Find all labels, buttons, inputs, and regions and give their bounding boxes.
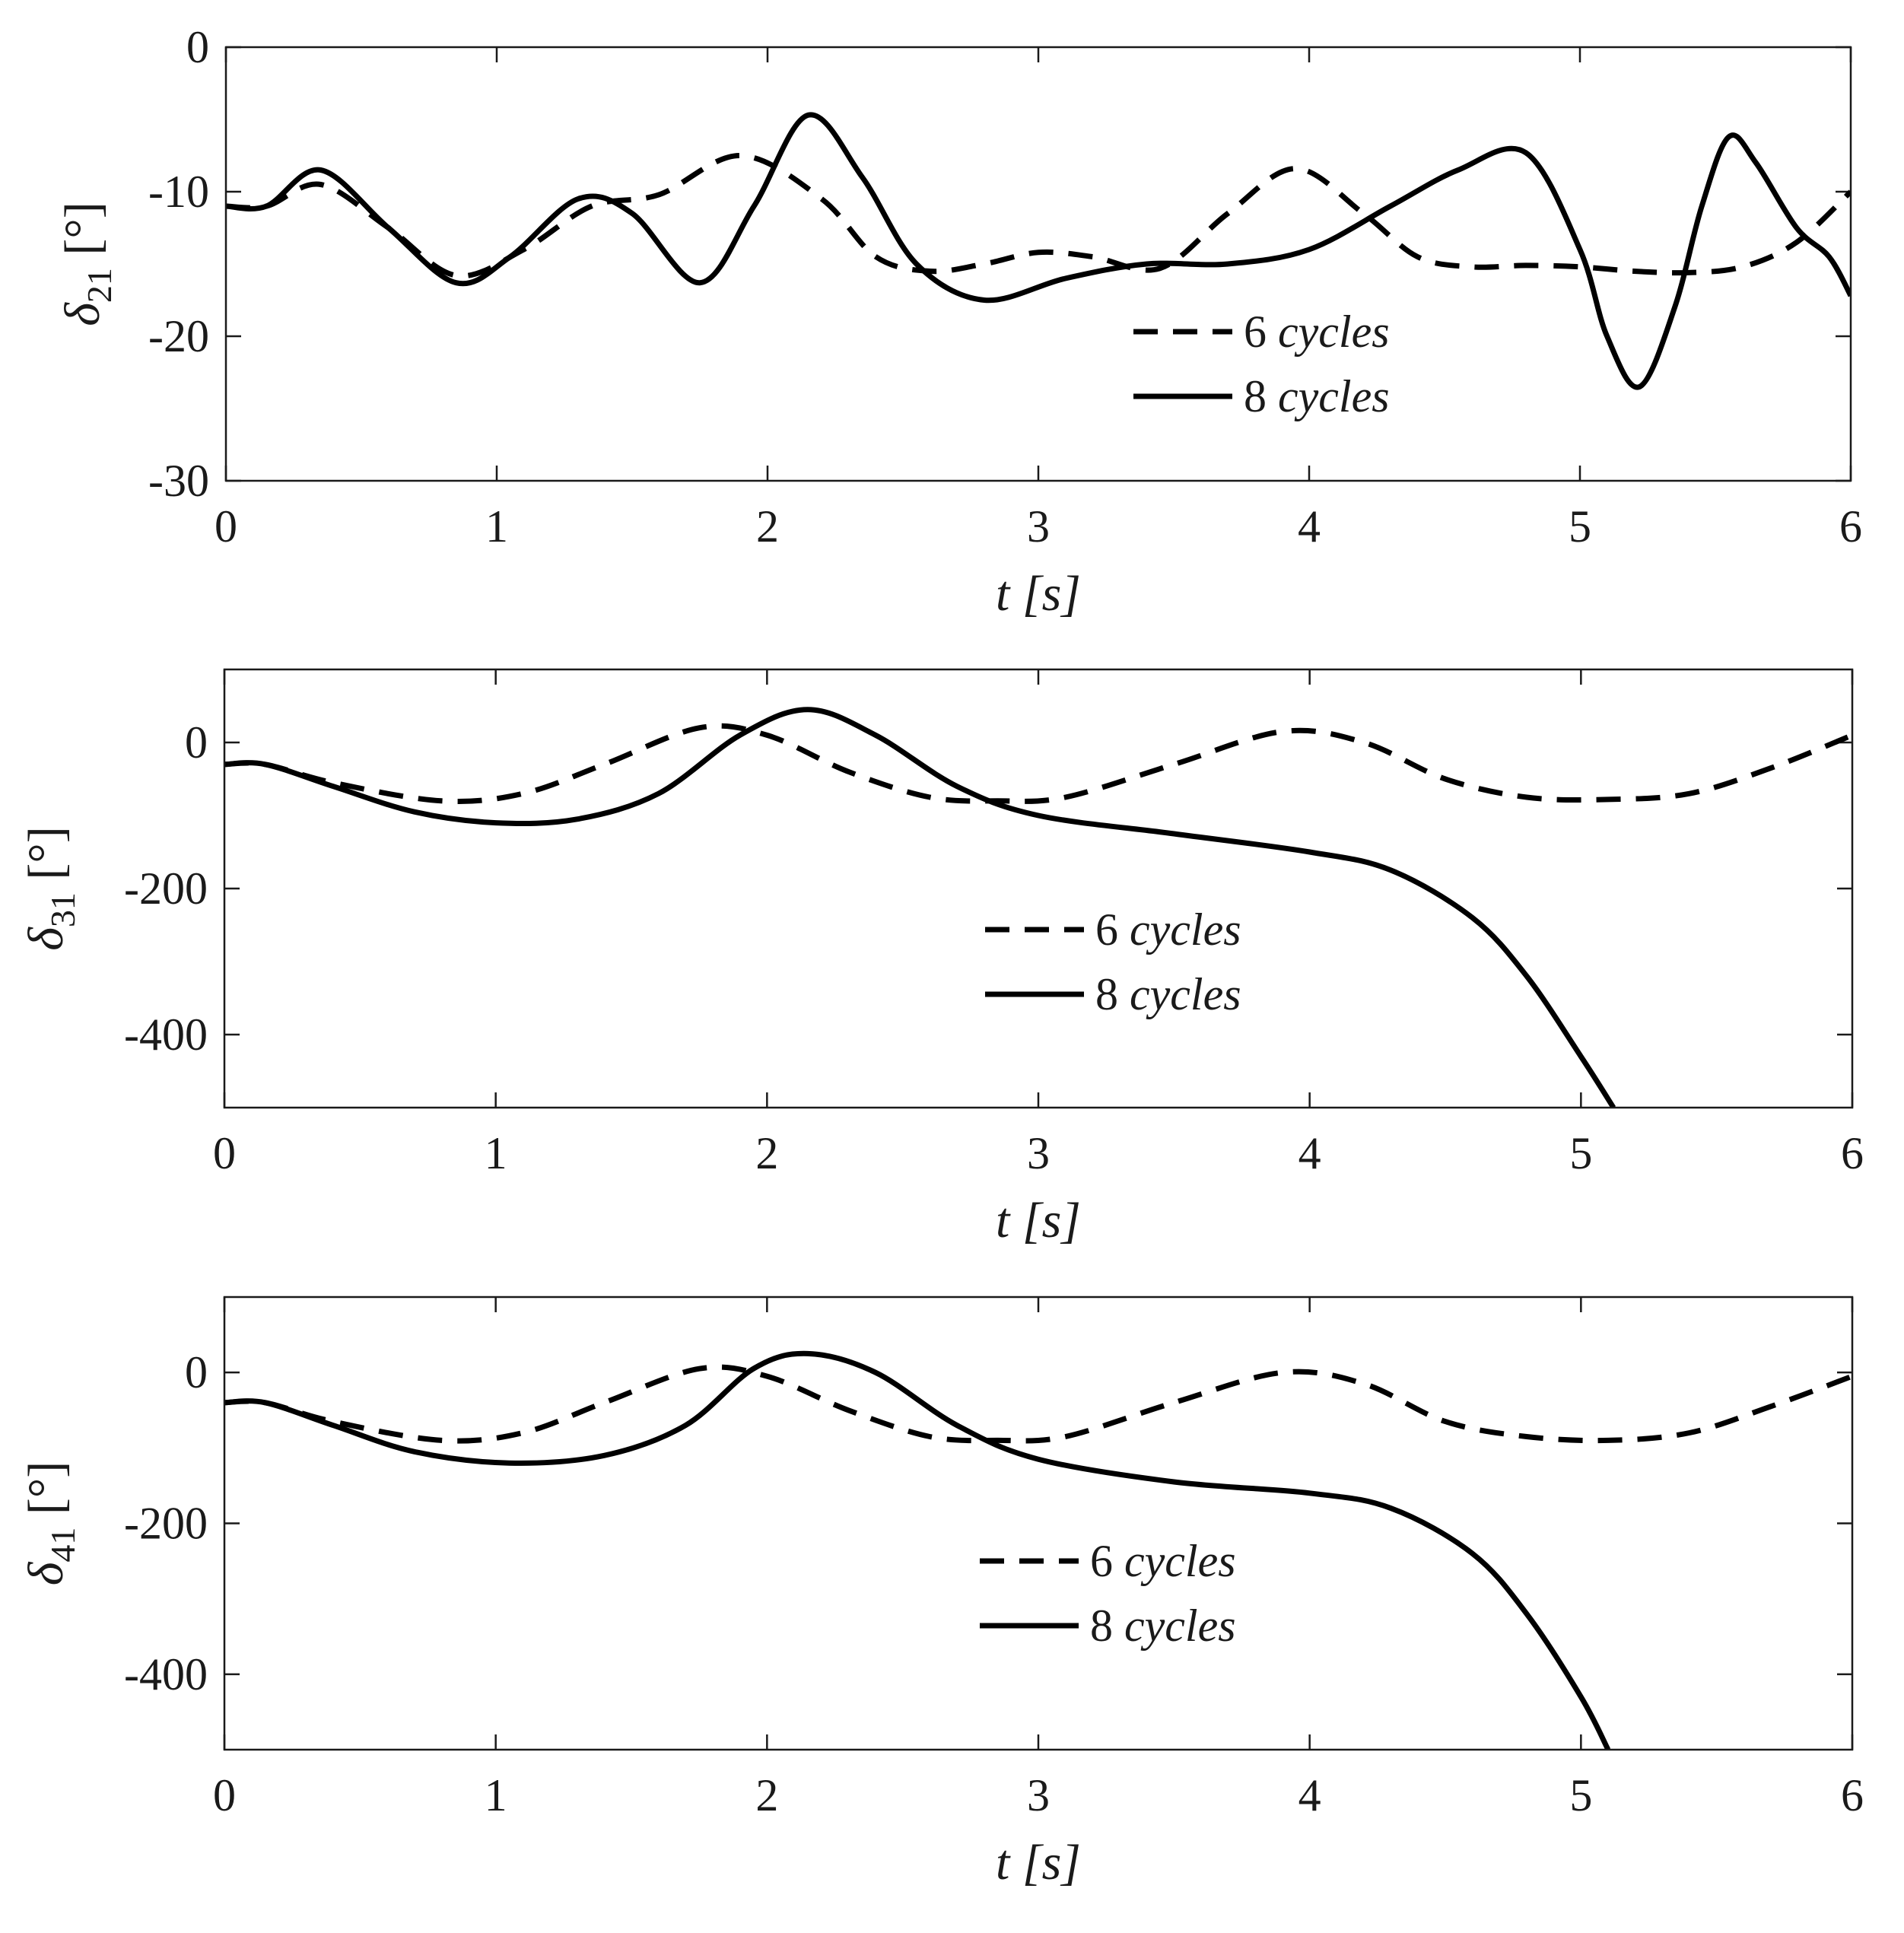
x-axis-label: t [s] <box>996 1193 1081 1248</box>
legend-8-word: cycles <box>1130 969 1241 1019</box>
legend-label-6-cycles: 6 cycles <box>1095 905 1241 955</box>
x-tick-label: 6 <box>1839 501 1862 552</box>
y-tick-label: -10 <box>148 167 209 217</box>
plot-frame <box>223 668 1854 1109</box>
legend-8-space <box>1113 1601 1124 1651</box>
x-axis-label-space <box>1009 1835 1022 1890</box>
x-tick-label: 1 <box>485 1128 507 1178</box>
y-axis-label: δ41 [°] <box>18 1461 82 1586</box>
x-tick-label: 3 <box>1027 501 1050 552</box>
x-axis-label-space <box>1009 1193 1022 1248</box>
legend-6-number: 6 <box>1090 1536 1113 1586</box>
x-tick-label: 2 <box>756 501 779 552</box>
legend-6-number: 6 <box>1244 307 1267 357</box>
y-axis-label-subscript: 41 <box>43 1528 82 1563</box>
y-tick-label: -20 <box>148 311 209 361</box>
x-tick-label: 4 <box>1298 1128 1321 1178</box>
y-axis-label-space <box>18 880 74 893</box>
x-tick-label: 0 <box>213 1770 236 1820</box>
legend-8-space <box>1267 371 1278 421</box>
y-axis-label-symbol: δ <box>18 927 74 951</box>
x-tick-label: 2 <box>755 1770 778 1820</box>
x-axis-label-var: t <box>996 566 1011 622</box>
y-axis-label-symbol: δ <box>18 1561 74 1585</box>
y-axis-label-subscript: 31 <box>43 892 82 927</box>
y-tick-label: -30 <box>148 456 209 506</box>
legend-8-word: cycles <box>1278 371 1390 421</box>
x-axis-label-unit: [s] <box>1022 1835 1081 1890</box>
x-tick-label: 5 <box>1569 1128 1592 1178</box>
plot-frame <box>223 1296 1854 1751</box>
legend-6-word: cycles <box>1130 905 1241 955</box>
legend-6-word: cycles <box>1278 307 1390 357</box>
x-tick-label: 0 <box>213 1128 236 1178</box>
x-tick-label: 5 <box>1569 1770 1592 1820</box>
x-axis-label: t [s] <box>996 566 1081 622</box>
legend-6-space <box>1267 307 1278 357</box>
y-tick-label: 0 <box>185 717 208 768</box>
y-axis-label: δ31 [°] <box>18 826 82 951</box>
series-8-cycles-line <box>224 1350 1611 1750</box>
plot-frame <box>224 46 1852 482</box>
x-axis-label: t [s] <box>996 1835 1081 1890</box>
legend-label-8-cycles: 8 cycles <box>1095 969 1241 1019</box>
legend-label-6-cycles: 6 cycles <box>1244 307 1390 357</box>
x-tick-label: 6 <box>1841 1770 1864 1820</box>
legend-8-number: 8 <box>1090 1601 1113 1651</box>
legend-label-8-cycles: 8 cycles <box>1244 371 1390 421</box>
legend-8-word: cycles <box>1124 1601 1236 1651</box>
y-tick-label: 0 <box>185 1347 208 1397</box>
legend-6-number: 6 <box>1095 905 1118 955</box>
y-tick-label: -200 <box>124 1499 208 1549</box>
series-8-cycles-line <box>226 112 1851 390</box>
y-tick-label: 0 <box>186 22 209 72</box>
x-tick-label: 3 <box>1027 1770 1050 1820</box>
series-8-cycles-line <box>224 707 1616 1108</box>
x-axis-label-var: t <box>996 1835 1011 1890</box>
x-tick-label: 3 <box>1027 1128 1050 1178</box>
y-axis-label-unit: [°] <box>18 1461 74 1515</box>
x-axis-label-var: t <box>996 1193 1011 1248</box>
x-axis-label-space <box>1009 566 1022 622</box>
y-axis-label: δ21 [°] <box>55 202 119 326</box>
y-tick-label: -400 <box>124 1009 208 1060</box>
x-axis-label-unit: [s] <box>1022 1193 1081 1248</box>
x-axis-label-unit: [s] <box>1022 566 1081 622</box>
legend-8-number: 8 <box>1244 371 1267 421</box>
legend-6-space <box>1113 1536 1124 1586</box>
x-tick-label: 1 <box>485 1770 507 1820</box>
legend-8-space <box>1118 969 1130 1019</box>
y-axis-label-space <box>18 1515 74 1528</box>
x-tick-label: 6 <box>1841 1128 1864 1178</box>
legend-6-word: cycles <box>1124 1536 1236 1586</box>
series-6-cycles-line <box>226 152 1851 279</box>
x-tick-label: 4 <box>1298 1770 1321 1820</box>
x-tick-label: 2 <box>755 1128 778 1178</box>
y-tick-label: -200 <box>124 863 208 914</box>
y-axis-label-unit: [°] <box>18 826 74 879</box>
y-tick-label: -400 <box>124 1649 208 1699</box>
legend-6-space <box>1118 905 1130 955</box>
x-tick-label: 5 <box>1569 501 1591 552</box>
series-6-cycles-line <box>224 1364 1852 1444</box>
y-axis-label-space <box>55 256 110 269</box>
y-axis-label-subscript: 21 <box>80 268 119 303</box>
series-6-cycles-line <box>224 723 1852 804</box>
y-axis-label-symbol: δ <box>55 302 110 326</box>
x-tick-label: 1 <box>485 501 508 552</box>
x-tick-label: 0 <box>215 501 237 552</box>
legend-label-6-cycles: 6 cycles <box>1090 1536 1236 1586</box>
x-tick-label: 4 <box>1298 501 1321 552</box>
legend-8-number: 8 <box>1095 969 1118 1019</box>
legend-label-8-cycles: 8 cycles <box>1090 1601 1236 1651</box>
y-axis-label-unit: [°] <box>55 202 110 255</box>
